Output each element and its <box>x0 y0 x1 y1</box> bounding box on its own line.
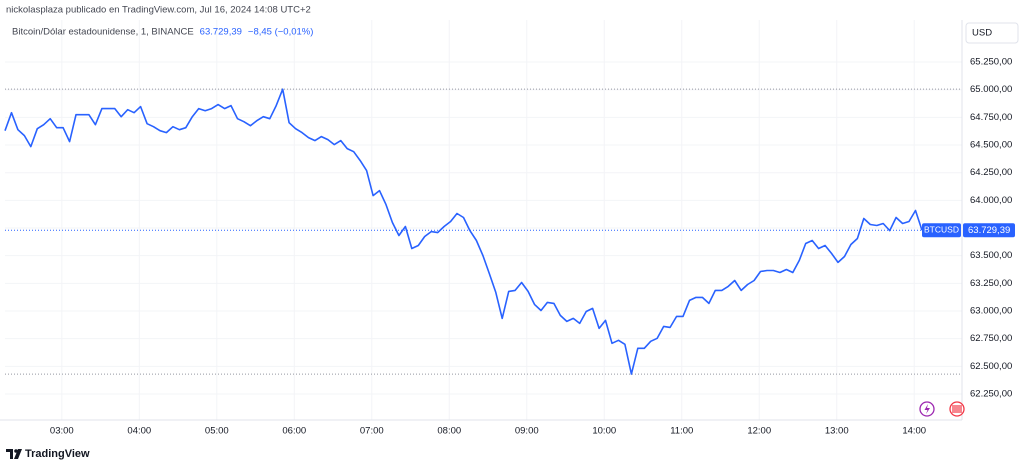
y-tick-label: 63.250,00 <box>970 278 1012 289</box>
x-tick-label: 06:00 <box>282 426 306 437</box>
x-tick-label: 09:00 <box>515 426 539 437</box>
x-tick-label: 03:00 <box>50 426 74 437</box>
y-tick-label: 64.000,00 <box>970 195 1012 206</box>
currency[interactable]: USD <box>972 28 992 39</box>
x-tick-label: 05:00 <box>205 426 229 437</box>
y-tick-label: 63.500,00 <box>970 250 1012 261</box>
symbol-label: BTCUSD <box>924 225 959 235</box>
y-tick-label: 65.000,00 <box>970 84 1012 95</box>
x-tick-label: 08:00 <box>437 426 461 437</box>
legend-price: 63.729,39 <box>200 27 242 38</box>
x-tick-label: 07:00 <box>360 426 384 437</box>
header: nickolasplaza publicado en TradingView.c… <box>6 5 311 16</box>
icon-flag-body <box>952 405 962 413</box>
y-tick-label: 62.250,00 <box>970 389 1012 400</box>
x-tick-label: 14:00 <box>902 426 926 437</box>
x-tick-label: 12:00 <box>747 426 771 437</box>
y-tick-label: 64.750,00 <box>970 112 1012 123</box>
price-line <box>4 88 923 375</box>
footer-text: TradingView <box>25 448 90 460</box>
logo-slash <box>14 449 22 459</box>
x-tick-label: 13:00 <box>825 426 849 437</box>
footer-logo: TradingView <box>6 448 90 460</box>
x-tick-label: 11:00 <box>670 426 693 437</box>
currency-box[interactable] <box>965 22 1019 44</box>
y-tick-label: 65.250,00 <box>970 57 1012 68</box>
icon-flash-bolt <box>924 404 930 414</box>
price-tag-label: 63.729,39 <box>968 225 1010 236</box>
price-tag <box>963 223 1015 238</box>
plot-area <box>4 20 962 420</box>
y-tick-label: 64.250,00 <box>970 167 1012 178</box>
legend-change: −8,45 (−0,01%) <box>248 27 314 38</box>
y-tick-label: 64.500,00 <box>970 140 1012 151</box>
y-tick-label: 63.000,00 <box>970 306 1012 317</box>
x-tick-label: 04:00 <box>127 426 151 437</box>
y-tick-label: 62.500,00 <box>970 361 1012 372</box>
chart-title: Bitcoin/Dólar estadounidense, 1, BINANCE <box>12 27 194 38</box>
symbol-tag <box>922 223 961 238</box>
icons <box>919 401 965 417</box>
logo-mark <box>6 449 13 459</box>
x-tick-label: 10:00 <box>592 426 616 437</box>
y-tick-label: 62.750,00 <box>970 333 1012 344</box>
legend: Bitcoin/Dólar estadounidense, 1, BINANCE… <box>12 27 313 38</box>
